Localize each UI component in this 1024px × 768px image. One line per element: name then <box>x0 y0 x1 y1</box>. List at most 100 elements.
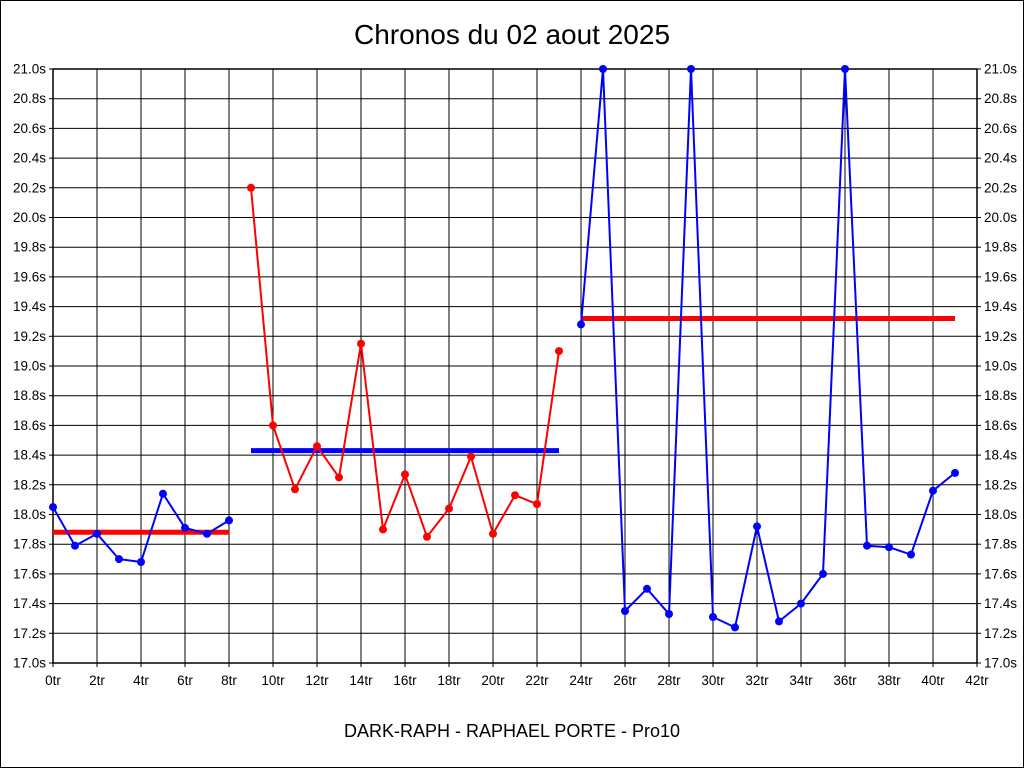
y-axis-label-right: 18.0s <box>984 507 1017 522</box>
driver-info-label: DARK-RAPH - RAPHAEL PORTE - Pro10 <box>343 721 681 741</box>
y-axis-label-left: 18.4s <box>13 448 46 463</box>
y-axis-label-right: 17.4s <box>984 596 1017 611</box>
stint-2-point-lap-14 <box>357 339 365 348</box>
y-axis-label-left: 20.2s <box>13 180 46 195</box>
y-axis-label-right: 21.0s <box>984 62 1017 77</box>
stint-3-point-lap-28 <box>665 610 673 618</box>
y-axis-label-left: 18.6s <box>13 418 46 433</box>
x-axis-label: 26tr <box>613 673 637 688</box>
x-axis-label: 0tr <box>45 673 61 688</box>
stint-3-line <box>580 68 956 629</box>
y-axis-label-left: 18.8s <box>13 388 46 403</box>
x-axis-label: 28tr <box>657 673 681 688</box>
x-axis-label: 32tr <box>745 673 769 688</box>
y-axis-label-left: 17.4s <box>13 596 46 611</box>
y-axis-label-right: 19.8s <box>984 240 1017 255</box>
stint-1-point-lap-1 <box>71 541 79 550</box>
y-axis-label-right: 18.2s <box>984 477 1017 492</box>
x-axis-label: 30tr <box>701 673 725 688</box>
stint-2-point-lap-9 <box>247 183 255 192</box>
x-axis-label: 2tr <box>89 673 105 688</box>
stint-2-point-lap-15 <box>379 525 387 534</box>
stint-2-point-lap-22 <box>533 500 541 509</box>
y-axis-label-left: 20.4s <box>13 151 46 166</box>
stint-2-point-lap-19 <box>467 452 475 461</box>
stint-3-point-lap-41 <box>951 468 959 477</box>
stint-1-point-lap-3 <box>115 555 123 564</box>
x-axis-label: 22tr <box>525 673 549 688</box>
y-axis-label-left: 18.0s <box>13 507 46 522</box>
y-axis-label-left: 20.6s <box>13 121 46 136</box>
stint-3-point-lap-34 <box>797 599 805 608</box>
stint-3-point-lap-30 <box>709 613 717 621</box>
y-axis-label-left: 19.4s <box>13 299 46 314</box>
stint-2-point-lap-20 <box>489 529 497 538</box>
x-axis-label: 8tr <box>221 673 237 688</box>
y-axis-label-left: 19.8s <box>13 240 46 255</box>
y-axis-label-right: 17.6s <box>984 566 1017 581</box>
y-axis-label-right: 19.4s <box>984 299 1017 314</box>
x-axis-label: 6tr <box>177 673 193 688</box>
y-axis-label-left: 20.8s <box>13 91 46 106</box>
stint-3-point-lap-31 <box>731 623 739 632</box>
y-axis-label-right: 20.6s <box>984 121 1017 136</box>
y-axis-label-right: 18.6s <box>984 418 1017 433</box>
stint-3-point-lap-26 <box>621 607 629 615</box>
x-axis-label: 40tr <box>921 673 945 688</box>
y-axis-label-right: 20.0s <box>984 210 1017 225</box>
stint-2-point-lap-10 <box>269 421 277 430</box>
stint-3-point-lap-40 <box>929 486 937 495</box>
stint-1-point-lap-5 <box>159 489 167 498</box>
stint-3-point-lap-29 <box>687 65 695 73</box>
stint-2-point-lap-21 <box>511 491 519 500</box>
y-axis-label-left: 18.2s <box>13 477 46 492</box>
stint-1-point-lap-0 <box>49 503 57 512</box>
y-axis-label-left: 21.0s <box>13 62 46 77</box>
stint-3-point-lap-24 <box>577 320 585 329</box>
y-axis-label-right: 17.8s <box>984 537 1017 552</box>
chart-title: Chronos du 02 aout 2025 <box>353 19 671 50</box>
stint-3-point-lap-27 <box>643 584 651 593</box>
x-axis-label: 36tr <box>833 673 857 688</box>
y-axis-label-right: 20.2s <box>984 180 1017 195</box>
x-axis-label: 20tr <box>481 673 505 688</box>
stint-3-point-lap-25 <box>599 65 607 73</box>
y-axis-label-right: 19.6s <box>984 269 1017 284</box>
x-axis-label: 38tr <box>877 673 901 688</box>
x-axis-label: 10tr <box>261 673 285 688</box>
y-axis-label-right: 17.2s <box>984 626 1017 641</box>
stint-3-point-lap-38 <box>885 543 893 552</box>
stint-3-point-lap-37 <box>863 541 871 550</box>
y-axis-label-right: 20.4s <box>984 151 1017 166</box>
stint-1-point-lap-6 <box>181 523 189 532</box>
y-axis-label-right: 18.8s <box>984 388 1017 403</box>
x-axis-label: 4tr <box>133 673 149 688</box>
stint-2-point-lap-16 <box>401 470 409 479</box>
stint-2-point-lap-23 <box>555 347 563 356</box>
stint-2-point-lap-13 <box>335 473 343 482</box>
y-axis-label-right: 19.2s <box>984 329 1017 344</box>
stint-1-point-lap-2 <box>93 529 101 538</box>
stint-1-point-lap-8 <box>225 516 233 525</box>
x-axis-label: 24tr <box>569 673 593 688</box>
y-axis-label-right: 17.0s <box>984 656 1017 671</box>
plot-border <box>52 68 978 664</box>
y-axis-label-right: 19.0s <box>984 359 1017 374</box>
stint-1-point-lap-4 <box>137 558 145 566</box>
stint-2-point-lap-11 <box>291 485 299 494</box>
x-axis-label: 12tr <box>305 673 329 688</box>
x-axis-label: 14tr <box>349 673 373 688</box>
stint-3-point-lap-36 <box>841 65 849 73</box>
stint-2-point-lap-12 <box>313 442 321 451</box>
stint-2-point-lap-17 <box>423 532 431 541</box>
y-axis-label-left: 17.0s <box>13 656 46 671</box>
y-axis-label-left: 17.2s <box>13 626 46 641</box>
stint-3-point-lap-39 <box>907 550 915 559</box>
y-axis-label-left: 17.6s <box>13 566 46 581</box>
x-axis-label: 16tr <box>393 673 417 688</box>
y-axis-label-left: 17.8s <box>13 537 46 552</box>
y-axis-label-left: 19.2s <box>13 329 46 344</box>
stint-1-point-lap-7 <box>203 529 211 538</box>
